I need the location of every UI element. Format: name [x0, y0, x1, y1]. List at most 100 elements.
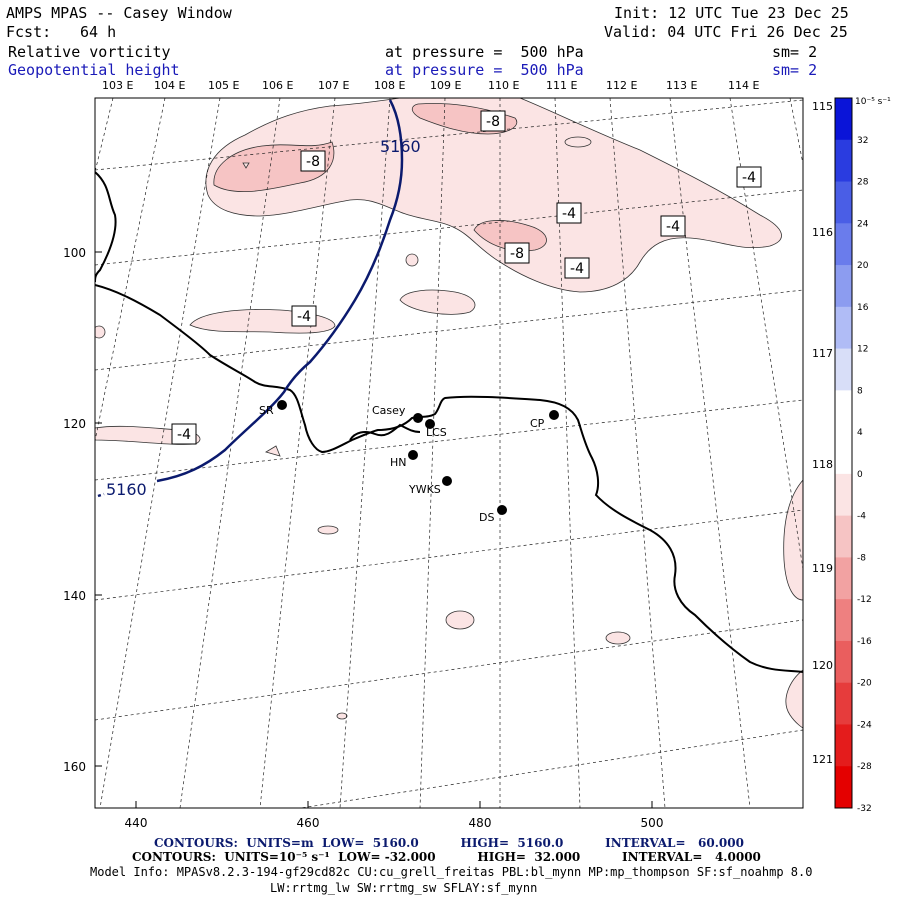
vorticity-spot-5 — [318, 526, 338, 534]
colorbar-label: 24 — [857, 219, 869, 229]
colorbar-swatch — [835, 683, 852, 725]
svg-text:-4: -4 — [297, 309, 311, 325]
lon-label: 104 E — [154, 79, 185, 92]
station-marker — [408, 450, 418, 460]
vort-label: -8 — [481, 111, 505, 131]
x-tick-label: 460 — [297, 816, 320, 830]
colorbar-swatch — [835, 432, 852, 474]
svg-text:-4: -4 — [177, 427, 191, 443]
vorticity-spot-6 — [337, 713, 347, 719]
svg-text:-4: -4 — [666, 219, 680, 235]
colorbar-swatch — [835, 182, 852, 224]
vort-label: -4 — [565, 258, 589, 278]
colorbar-label: -8 — [857, 553, 866, 563]
colorbar-swatch — [835, 307, 852, 349]
lon-label: 106 E — [262, 79, 293, 92]
station-marker — [442, 476, 452, 486]
colorbar-label: 32 — [857, 136, 868, 146]
colorbar-swatch — [835, 599, 852, 641]
colorbar-label: 8 — [857, 386, 863, 396]
lon-label: 105 E — [208, 79, 239, 92]
station-label: HN — [390, 456, 407, 469]
vorticity-spot-4 — [606, 632, 630, 644]
model-info-physics: LW:rrtmg_lw SW:rrtmg_sw SFLAY:sf_mynn — [270, 881, 537, 895]
station-marker — [413, 413, 423, 423]
colorbar-label: -24 — [857, 720, 872, 730]
colorbar-label: 12 — [857, 345, 868, 355]
colorbar-swatch — [835, 223, 852, 265]
colorbar-swatch — [835, 766, 852, 808]
vorticity-spot-1 — [565, 137, 591, 147]
vort-label: -4 — [661, 216, 685, 236]
colorbar-swatch — [835, 98, 852, 140]
colorbar-units: 10⁻⁵ s⁻¹ — [855, 97, 891, 107]
station-label: CP — [530, 417, 545, 430]
colorbar-swatch — [835, 265, 852, 307]
lon-label: 114 E — [728, 79, 759, 92]
vort-label: -4 — [557, 203, 581, 223]
y-tick-label: 120 — [63, 417, 86, 431]
vort-label: -4 — [172, 424, 196, 444]
lon-label: 109 E — [430, 79, 461, 92]
colorbar-label: 28 — [857, 178, 869, 188]
svg-text:-4: -4 — [562, 206, 576, 222]
colorbar-label: -16 — [857, 637, 872, 647]
y-tick-label: 140 — [63, 589, 86, 603]
height-label-north: 5160 — [380, 137, 421, 156]
colorbar-label: -28 — [857, 762, 872, 772]
colorbar-swatch — [835, 516, 852, 558]
svg-text:-8: -8 — [486, 114, 500, 130]
station-marker — [277, 400, 287, 410]
height-contour-info: CONTOURS: UNITS=m LOW= 5160.0 HIGH= 5160… — [154, 836, 744, 850]
x-tick-label: 480 — [469, 816, 492, 830]
longitude-labels-top: 103 E 104 E 105 E 106 E 107 E 108 E 109 … — [102, 79, 759, 92]
vort-label: -4 — [737, 167, 761, 187]
colorbar-label: 4 — [857, 428, 863, 438]
colorbar-swatch — [835, 390, 852, 432]
lon-label: 113 E — [666, 79, 697, 92]
x-tick-label: 500 — [641, 816, 664, 830]
y-tick-label: 160 — [63, 760, 86, 774]
colorbar-swatch — [835, 641, 852, 683]
station-label: SR — [259, 404, 274, 417]
station-label: YWKS — [408, 483, 441, 496]
station-marker — [497, 505, 507, 515]
vort-label: -8 — [505, 243, 529, 263]
svg-text:-4: -4 — [742, 170, 756, 186]
svg-text:-8: -8 — [306, 154, 320, 170]
colorbar-label: -12 — [857, 595, 872, 605]
svg-text:-8: -8 — [510, 246, 524, 262]
colorbar-label: -4 — [857, 512, 866, 522]
vorticity-spot-2 — [406, 254, 418, 266]
colorbar-label: -32 — [857, 804, 872, 814]
colorbar-swatch — [835, 140, 852, 182]
vorticity-spot-3 — [446, 611, 474, 629]
colorbar-label: 20 — [857, 261, 869, 271]
vort-label: -4 — [292, 306, 316, 326]
lon-label: 103 E — [102, 79, 133, 92]
colorbar-swatch — [835, 349, 852, 391]
height-label-southwest: 5160 — [106, 480, 147, 499]
vorticity-contour-info: CONTOURS: UNITS=10⁻⁵ s⁻¹ LOW= -32.000 HI… — [132, 850, 761, 864]
colorbar-label: -20 — [857, 679, 872, 689]
colorbar-label: 16 — [857, 303, 869, 313]
y-tick-label: 100 — [63, 246, 86, 260]
colorbar-swatch — [835, 724, 852, 766]
lon-label: 107 E — [318, 79, 349, 92]
station-label: Casey — [372, 404, 406, 417]
colorbar-label: 0 — [857, 470, 863, 480]
svg-text:-4: -4 — [570, 261, 584, 277]
lon-label: 112 E — [606, 79, 637, 92]
lon-label: 110 E — [488, 79, 519, 92]
lon-label: 111 E — [546, 79, 577, 92]
station-label: DS — [479, 511, 494, 524]
colorbar-swatch — [835, 474, 852, 516]
station-label: LCS — [426, 426, 447, 439]
lon-label: 108 E — [374, 79, 405, 92]
colorbar-swatch — [835, 557, 852, 599]
colorbar: 32 28 24 20 16 12 8 4 0 -4 -8 -12 -16 -20 -24 -28 -32 — [835, 98, 872, 814]
model-info: Model Info: MPASv8.2.3-194-gf29cd82c CU:… — [90, 865, 812, 879]
x-tick-label: 440 — [125, 816, 148, 830]
vort-label: -8 — [301, 151, 325, 171]
